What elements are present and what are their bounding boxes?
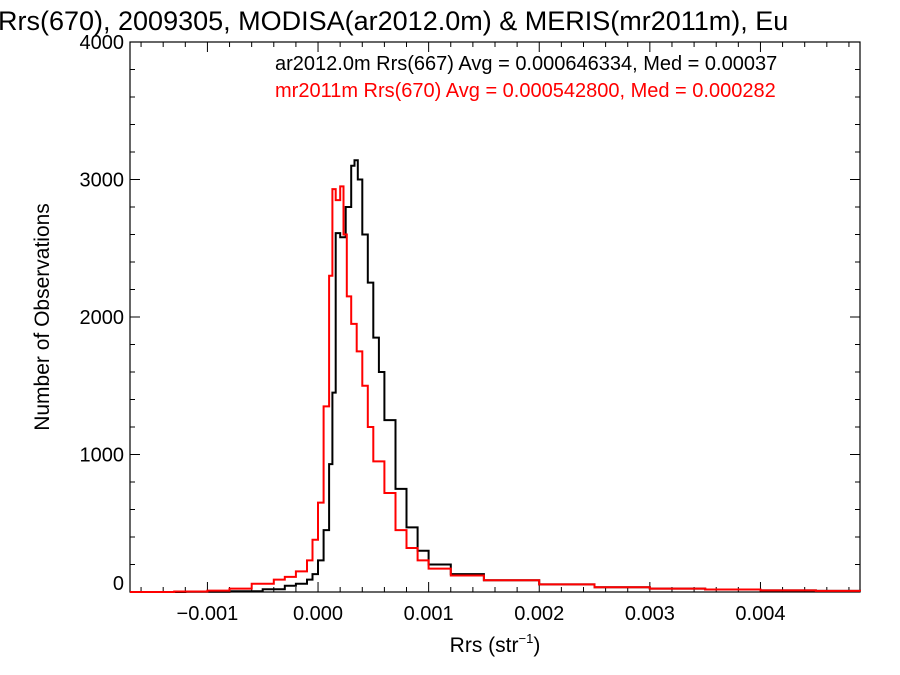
y-tick-label: 1000: [80, 445, 125, 467]
plot-frame: [129, 41, 861, 593]
x-tick-label: 0.002: [514, 603, 564, 625]
x-tick-label: 0.001: [404, 603, 454, 625]
series-lines: [130, 159, 861, 593]
y-tick-label: 2000: [80, 307, 125, 329]
y-tick-label: 3000: [80, 170, 125, 192]
y-tick-label: 0: [113, 573, 124, 595]
series-line-1: [130, 159, 861, 593]
y-tick-label: 4000: [80, 32, 125, 54]
series-line-2: [130, 185, 861, 593]
x-tick-label: 0.004: [735, 603, 785, 625]
chart-title: Rrs(670), 2009305, MODISA(ar2012.0m) & M…: [0, 6, 788, 36]
axis-ticks: −0.001 0.000 0.001 0.002 0.003 0.004 0 1000 2000…: [80, 32, 860, 625]
y-axis-label: Number of Observations: [31, 203, 54, 431]
x-tick-label: −0.001: [177, 603, 239, 625]
legend-entry-black: ar2012.0m Rrs(667) Avg = 0.000646334, Me…: [275, 53, 777, 75]
x-axis-label: Rrs (str−1): [450, 631, 541, 657]
x-tick-label: 0.003: [625, 603, 675, 625]
legend-entry-red: mr2011m Rrs(670) Avg = 0.000542800, Med …: [275, 80, 776, 102]
x-tick-label: 0.000: [293, 603, 343, 625]
